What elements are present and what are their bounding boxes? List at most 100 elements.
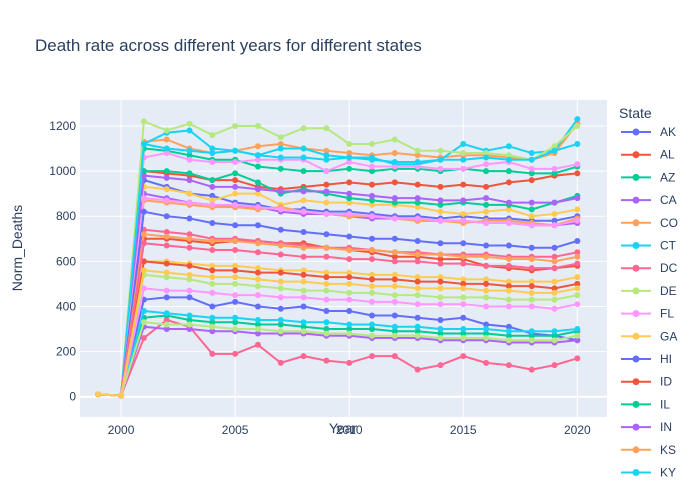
legend-swatch-marker xyxy=(632,242,640,249)
data-point xyxy=(460,181,467,188)
legend-item-ak[interactable]: AK xyxy=(621,125,676,139)
series-line xyxy=(98,185,578,397)
legend-item-al[interactable]: AL xyxy=(621,148,675,162)
legend-item-ky[interactable]: KY xyxy=(621,466,676,480)
legend-item-ks[interactable]: KS xyxy=(621,443,676,457)
data-point xyxy=(186,231,193,238)
data-point xyxy=(209,280,216,287)
data-point xyxy=(186,147,193,154)
series-line xyxy=(98,197,578,397)
data-point xyxy=(346,274,353,281)
data-point xyxy=(140,118,147,125)
data-point xyxy=(95,391,102,398)
data-point xyxy=(505,283,512,290)
data-point xyxy=(391,328,398,335)
data-point xyxy=(460,217,467,224)
data-point xyxy=(346,210,353,217)
data-point xyxy=(300,197,307,204)
data-point xyxy=(277,321,284,328)
data-point xyxy=(414,258,421,265)
data-point xyxy=(277,188,284,195)
data-point xyxy=(551,143,558,150)
data-point xyxy=(574,337,581,344)
data-point xyxy=(414,332,421,339)
data-point xyxy=(437,208,444,215)
y-tick-label: 600 xyxy=(56,254,76,268)
data-point xyxy=(186,177,193,184)
legend-item-co[interactable]: CO xyxy=(621,216,678,230)
legend-item-id[interactable]: ID xyxy=(621,375,672,389)
data-point xyxy=(323,307,330,314)
data-point xyxy=(209,319,216,326)
legend-item-az[interactable]: AZ xyxy=(621,170,675,184)
data-point xyxy=(346,289,353,296)
legend-item-ct[interactable]: CT xyxy=(621,239,677,253)
legend-item-hi[interactable]: HI xyxy=(621,352,672,366)
data-point xyxy=(437,326,444,333)
legend-item-fl[interactable]: FL xyxy=(621,307,674,321)
data-point xyxy=(140,231,147,238)
y-axis-ticks: 0 200 400 600 800 1000 1200 xyxy=(49,119,76,404)
data-point xyxy=(414,204,421,211)
legend-item-de[interactable]: DE xyxy=(621,284,677,298)
data-point xyxy=(140,140,147,147)
data-point xyxy=(574,206,581,213)
data-point xyxy=(437,278,444,285)
data-point xyxy=(277,251,284,258)
data-point xyxy=(163,168,170,175)
data-point xyxy=(437,294,444,301)
data-point xyxy=(323,181,330,188)
data-point xyxy=(391,298,398,305)
data-point xyxy=(528,337,535,344)
data-point xyxy=(391,179,398,186)
data-point xyxy=(391,323,398,330)
data-point xyxy=(437,330,444,337)
series-extra-22 xyxy=(95,312,581,399)
legend-swatch-marker xyxy=(632,287,640,295)
data-point xyxy=(414,285,421,292)
data-point xyxy=(369,201,376,208)
x-axis-ticks: 2000 2005 2010 2015 2020 xyxy=(108,423,591,437)
legend-item-ga[interactable]: GA xyxy=(621,329,677,343)
data-point xyxy=(209,303,216,310)
data-point xyxy=(118,392,125,399)
legend-item-dc[interactable]: DC xyxy=(621,261,678,275)
legend-item-in[interactable]: IN xyxy=(621,420,672,434)
data-point xyxy=(391,312,398,319)
y-tick-label: 200 xyxy=(56,345,76,359)
data-point xyxy=(323,253,330,260)
data-point xyxy=(551,289,558,296)
data-point xyxy=(460,253,467,260)
data-point xyxy=(505,168,512,175)
data-point xyxy=(414,251,421,258)
data-point xyxy=(391,276,398,283)
data-point xyxy=(437,156,444,163)
legend-item-ca[interactable]: CA xyxy=(621,193,677,207)
legend-item-il[interactable]: IL xyxy=(621,397,670,411)
data-point xyxy=(254,122,261,129)
y-tick-label: 0 xyxy=(69,390,76,404)
data-point xyxy=(391,332,398,339)
data-point xyxy=(186,235,193,242)
series-line xyxy=(98,199,578,397)
data-point xyxy=(186,127,193,134)
data-point xyxy=(460,140,467,147)
data-point xyxy=(391,253,398,260)
data-point xyxy=(437,197,444,204)
data-point xyxy=(163,274,170,281)
series-line xyxy=(98,287,578,397)
data-point xyxy=(254,204,261,211)
legend-swatch-marker xyxy=(632,219,640,227)
data-point xyxy=(483,154,490,161)
data-point xyxy=(437,183,444,190)
legend-swatch-marker xyxy=(632,128,640,136)
data-point xyxy=(528,366,535,373)
data-point xyxy=(551,332,558,339)
data-point xyxy=(232,170,239,177)
data-point xyxy=(414,274,421,281)
series-extra-24 xyxy=(95,231,581,399)
data-point xyxy=(254,283,261,290)
data-point xyxy=(346,321,353,328)
data-point xyxy=(209,159,216,166)
data-point xyxy=(483,161,490,168)
